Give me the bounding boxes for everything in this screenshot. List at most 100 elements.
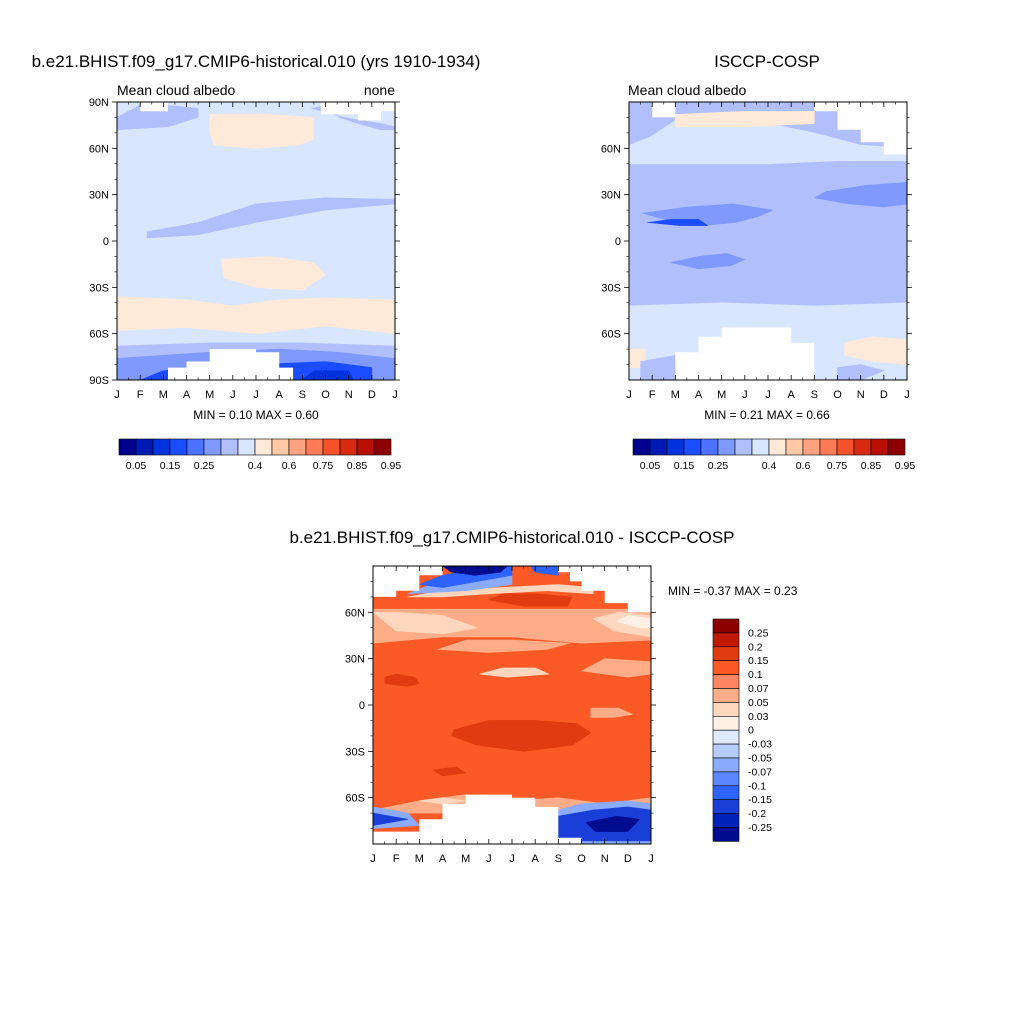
colorbar-label: 0.95 <box>381 460 402 472</box>
colorbar-box <box>322 438 341 456</box>
colorbar-label: 0.05 <box>748 697 769 709</box>
colorbar-label: -0.03 <box>748 739 772 751</box>
colorbar-label: -0.1 <box>748 780 766 792</box>
contour-region-11 <box>301 370 354 380</box>
x-tick-label: M <box>205 389 214 401</box>
colorbar-label: -0.05 <box>748 753 772 765</box>
contour-region-2 <box>373 611 478 635</box>
contour-region-10 <box>670 253 746 270</box>
colorbar-box <box>712 618 740 634</box>
y-tick-label: 90N <box>89 97 109 109</box>
panel-model-title: b.e21.BHIST.f09_g17.CMIP6-historical.010… <box>32 52 481 71</box>
colorbar-box <box>717 438 736 456</box>
x-tick-label: M <box>159 389 168 401</box>
x-tick-label: N <box>601 853 609 865</box>
colorbar-box <box>288 438 307 456</box>
colorbar-box <box>666 438 685 456</box>
colorbar-box <box>135 438 154 456</box>
colorbar-label: 0.05 <box>126 460 147 472</box>
colorbar-box <box>305 438 324 456</box>
x-tick-label: J <box>765 389 771 401</box>
colorbar-box <box>203 438 222 456</box>
y-tick-label: 30S <box>89 282 109 294</box>
contour-region-13 <box>384 673 420 687</box>
x-tick-label: J <box>392 389 398 401</box>
contour-region-8 <box>590 707 633 718</box>
colorbar-box <box>819 438 838 456</box>
x-tick-label: J <box>904 389 910 401</box>
missing-data-mask-4 <box>558 837 582 844</box>
colorbar-box <box>870 438 889 456</box>
x-tick-label: A <box>439 853 447 865</box>
y-tick-label: 90S <box>89 375 109 387</box>
missing-data-mask-1 <box>814 102 907 155</box>
colorbar-label: 0.15 <box>748 655 769 667</box>
colorbar-box <box>118 438 137 456</box>
x-tick-label: F <box>137 389 144 401</box>
contour-region-0 <box>629 151 907 327</box>
contour-region-2 <box>674 111 815 127</box>
x-tick-label: S <box>811 389 818 401</box>
x-tick-label: D <box>880 389 888 401</box>
contour-region-9 <box>813 182 907 208</box>
colorbar-box <box>254 438 273 456</box>
colorbar-box <box>186 438 205 456</box>
contour-region-6 <box>479 667 550 678</box>
missing-data-mask-2 <box>419 794 559 844</box>
missing-data-mask-2 <box>168 349 294 380</box>
x-tick-label: M <box>461 853 470 865</box>
colorbar-label: 0.6 <box>796 460 811 472</box>
contour-region-1 <box>209 114 315 149</box>
contour-region-7 <box>117 104 199 131</box>
x-tick-label: J <box>230 389 236 401</box>
missing-data-mask-1 <box>320 102 395 121</box>
colorbar-label: 0.2 <box>748 641 763 653</box>
colorbar-box <box>734 438 753 456</box>
x-tick-label: A <box>787 389 795 401</box>
missing-data-mask-0 <box>117 102 201 112</box>
colorbar-box <box>373 438 392 456</box>
x-tick-label: J <box>486 853 492 865</box>
contour-region-19 <box>442 566 508 576</box>
colorbar-label: 0.4 <box>248 460 263 472</box>
x-tick-label: N <box>345 389 353 401</box>
colorbar-label: 0.1 <box>748 669 763 681</box>
colorbar-box <box>237 438 256 456</box>
colorbar-box <box>712 771 740 787</box>
colorbar-box <box>152 438 171 456</box>
colorbar-box <box>220 438 239 456</box>
colorbar-label: 0.25 <box>708 460 729 472</box>
x-tick-label: J <box>626 389 632 401</box>
panel-model-stats: MIN = 0.10 MAX = 0.60 <box>193 408 319 422</box>
x-tick-label: J <box>509 853 515 865</box>
colorbar-label: 0.6 <box>282 460 297 472</box>
x-tick-label: D <box>624 853 632 865</box>
colorbar-label: 0 <box>748 725 754 737</box>
y-tick-label: 30N <box>601 190 621 202</box>
contour-region-3 <box>117 296 395 335</box>
x-tick-label: A <box>695 389 703 401</box>
colorbar-label: 0.25 <box>748 627 769 639</box>
x-tick-label: F <box>649 389 656 401</box>
colorbar-box <box>836 438 855 456</box>
x-tick-label: J <box>114 389 120 401</box>
colorbar-box <box>356 438 375 456</box>
panel-model-plot <box>117 102 395 380</box>
y-tick-label: 60N <box>345 607 365 619</box>
contour-region-4 <box>615 615 651 629</box>
colorbar-box <box>712 660 740 675</box>
missing-data-mask-3 <box>373 831 420 844</box>
colorbar-label: 0.95 <box>895 460 916 472</box>
colorbar-box <box>632 438 651 456</box>
panel-model-colorbar: 0.05 0.15 0.25 0.4 0.6 0.75 0.85 0.95 <box>118 438 402 472</box>
y-tick-label: 60S <box>89 329 109 341</box>
colorbar-box <box>649 438 668 456</box>
colorbar-box <box>712 729 740 745</box>
colorbar-box <box>712 674 740 689</box>
colorbar-box <box>712 646 740 661</box>
contour-region-25 <box>585 815 640 832</box>
x-tick-label: N <box>857 389 865 401</box>
y-tick-label: 30S <box>345 746 365 758</box>
colorbar-box <box>712 743 740 759</box>
colorbar-box <box>683 438 702 456</box>
